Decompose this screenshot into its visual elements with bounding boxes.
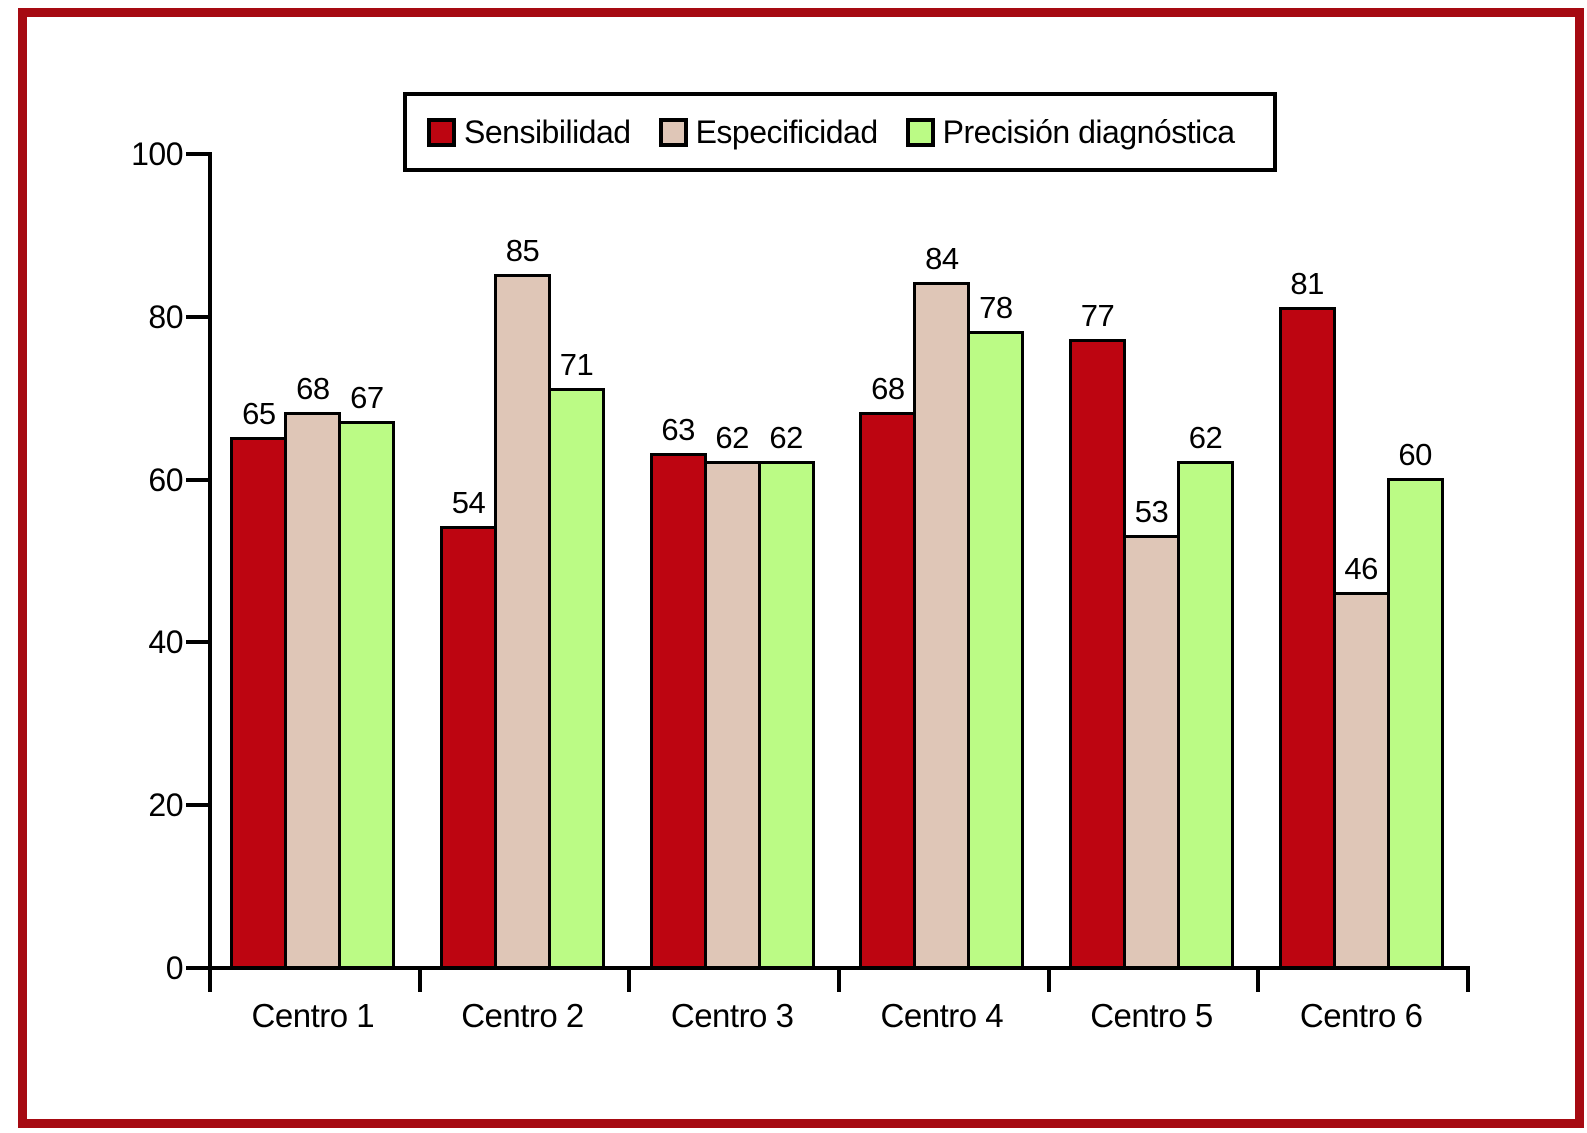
bar-especificidad-centro-6 xyxy=(1332,592,1390,970)
x-axis-tick xyxy=(208,966,212,992)
bar-precisi-n-diagn-stica-centro-4 xyxy=(967,331,1025,970)
x-axis-category-label: Centro 6 xyxy=(1299,997,1423,1034)
x-axis-tick xyxy=(1256,966,1261,992)
x-axis-tick xyxy=(1046,966,1051,992)
legend-swatch-precision-icon xyxy=(905,117,935,147)
bar-value-label: 81 xyxy=(1290,266,1324,301)
legend-label-sensibilidad: Sensibilidad xyxy=(464,114,631,150)
legend: Sensibilidad Especificidad Precisión dia… xyxy=(403,92,1277,172)
legend-swatch-especificidad-icon xyxy=(658,117,688,147)
bar-precisi-n-diagn-stica-centro-5 xyxy=(1177,461,1234,970)
bar-value-label: 68 xyxy=(296,371,330,406)
bar-value-label: 62 xyxy=(1188,420,1223,455)
x-axis-tick xyxy=(837,966,841,992)
x-axis-tick xyxy=(627,966,632,992)
legend-label-precision: Precisión diagnóstica xyxy=(942,114,1235,150)
bar-value-label: 53 xyxy=(1134,494,1169,529)
x-axis-category-label: Centro 4 xyxy=(880,997,1004,1034)
y-axis-tick xyxy=(186,477,208,482)
bar-value-label: 78 xyxy=(979,290,1013,325)
bar-value-label: 67 xyxy=(350,380,384,415)
bar-especificidad-centro-3 xyxy=(703,461,761,970)
bar-value-label: 68 xyxy=(871,371,905,406)
bar-sensibilidad-centro-5 xyxy=(1069,339,1126,970)
bar-sensibilidad-centro-1 xyxy=(230,437,288,970)
bar-precisi-n-diagn-stica-centro-2 xyxy=(548,388,605,970)
bar-value-label: 77 xyxy=(1080,298,1115,333)
y-axis-tick-label: 0 xyxy=(165,950,184,986)
y-axis-tick-label: 60 xyxy=(148,461,183,498)
bar-value-label: 54 xyxy=(451,485,486,520)
bar-value-label: 84 xyxy=(925,241,959,276)
bar-sensibilidad-centro-2 xyxy=(440,526,497,970)
bar-especificidad-centro-5 xyxy=(1123,535,1180,970)
x-axis-category-label: Centro 3 xyxy=(670,997,794,1034)
bar-value-label: 65 xyxy=(242,396,276,431)
bar-sensibilidad-centro-6 xyxy=(1278,307,1336,970)
y-axis-tick xyxy=(186,152,208,156)
x-axis-line xyxy=(208,966,1470,970)
x-axis-category-label: Centro 1 xyxy=(251,997,375,1034)
x-axis-tick xyxy=(1466,966,1470,992)
y-axis-tick-label: 80 xyxy=(148,298,183,335)
bar-value-label: 85 xyxy=(505,233,540,268)
bar-value-label: 62 xyxy=(769,420,803,455)
legend-swatch-sensibilidad-icon xyxy=(427,117,456,147)
bar-precisi-n-diagn-stica-centro-1 xyxy=(338,421,396,970)
y-axis-tick xyxy=(186,640,208,645)
bar-value-label: 63 xyxy=(661,412,695,447)
bar-precisi-n-diagn-stica-centro-3 xyxy=(757,461,815,970)
y-axis-tick xyxy=(186,966,208,970)
bar-precisi-n-diagn-stica-centro-6 xyxy=(1386,478,1444,970)
y-axis-line xyxy=(208,152,212,970)
bar-value-label: 71 xyxy=(559,347,594,382)
y-axis-tick-label: 100 xyxy=(131,136,183,172)
y-axis-tick xyxy=(186,314,208,319)
bar-sensibilidad-centro-3 xyxy=(649,453,707,970)
x-axis-category-label: Centro 2 xyxy=(461,997,584,1034)
bar-value-label: 46 xyxy=(1344,551,1378,586)
legend-item-especificidad: Especificidad xyxy=(658,114,879,150)
legend-label-especificidad: Especificidad xyxy=(695,114,879,150)
bar-value-label: 60 xyxy=(1398,437,1432,472)
x-axis-tick xyxy=(417,966,422,992)
bar-sensibilidad-centro-4 xyxy=(859,412,917,970)
bar-value-label: 62 xyxy=(715,420,749,455)
y-axis-tick-label: 20 xyxy=(148,787,183,824)
y-axis-tick-label: 40 xyxy=(148,624,183,661)
legend-item-sensibilidad: Sensibilidad xyxy=(427,114,631,150)
legend-item-precision: Precisión diagnóstica xyxy=(905,114,1235,150)
y-axis-tick xyxy=(186,803,208,808)
bar-especificidad-centro-1 xyxy=(284,412,342,970)
x-axis-category-label: Centro 5 xyxy=(1090,997,1213,1034)
